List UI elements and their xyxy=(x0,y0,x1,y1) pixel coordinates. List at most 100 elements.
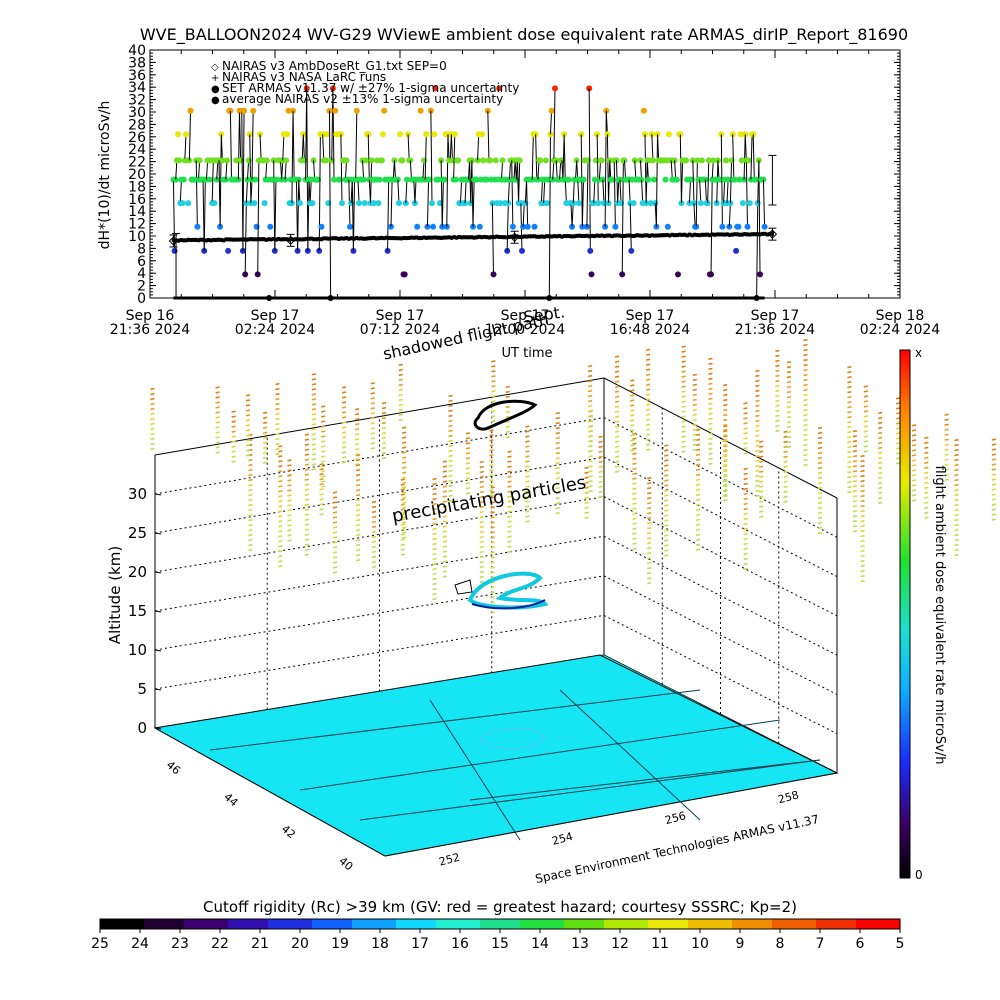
dose-column-dash xyxy=(442,550,447,553)
dose-column-dash xyxy=(664,469,669,472)
nairas-average-point xyxy=(725,232,729,237)
dose-column-dash xyxy=(311,438,316,441)
nairas-average-point xyxy=(565,234,569,239)
dose-column-dash xyxy=(432,527,437,531)
rigidity-tick-label: 8 xyxy=(776,936,785,952)
dose-column-dash xyxy=(991,438,996,441)
dose-column-dash xyxy=(442,525,447,528)
rigidity-color-cell xyxy=(628,919,633,929)
series-line xyxy=(184,134,187,161)
armas-point xyxy=(628,247,635,254)
altitude-gridline xyxy=(154,417,605,495)
armas-point xyxy=(250,107,257,114)
rigidity-color-cell xyxy=(128,919,133,929)
rigidity-color-cell xyxy=(896,919,901,929)
dose-column-dash xyxy=(150,402,155,406)
armas-point xyxy=(746,200,753,207)
dose-column-dash xyxy=(245,449,251,452)
dose-column-dash xyxy=(479,515,484,519)
dose-column-dash xyxy=(817,481,823,485)
dose-column-dash xyxy=(895,432,901,435)
boundary-line xyxy=(429,699,521,841)
nairas-average-point xyxy=(627,233,632,238)
armas-point xyxy=(244,176,251,183)
dose-column-dash xyxy=(878,461,883,465)
dose-column-dash xyxy=(505,410,510,414)
boundary-line xyxy=(209,689,701,751)
dose-column-dash xyxy=(555,496,560,500)
dose-column-dash xyxy=(321,470,326,473)
nairas-average-point xyxy=(582,234,586,238)
dose-column-dash xyxy=(991,478,996,481)
series-line xyxy=(699,179,702,204)
boundary-line xyxy=(559,689,701,821)
dose-column-dash xyxy=(803,438,808,442)
dose-column-dash xyxy=(878,486,883,490)
dose-column-dash xyxy=(370,392,375,395)
dose-column-dash xyxy=(319,478,324,481)
series-line xyxy=(657,134,660,161)
x-tick-label: Sep 16 xyxy=(126,308,175,324)
nairas-average-point xyxy=(204,238,208,243)
dose-column-dash xyxy=(645,418,651,421)
dose-column-dash xyxy=(587,369,593,373)
dose-column-dash xyxy=(786,420,792,424)
nairas-average-point xyxy=(274,237,278,242)
nairas-average-point xyxy=(653,233,657,238)
series-line xyxy=(619,179,622,204)
dose-column-dash xyxy=(584,491,589,494)
rigidity-tick-label: 22 xyxy=(211,936,229,952)
dose-column-dash xyxy=(632,487,637,490)
rigidity-color-cell xyxy=(416,919,421,929)
dose-column-dash xyxy=(354,413,360,416)
dose-column-dash xyxy=(355,483,361,487)
y-tick-label: 8 xyxy=(137,241,146,257)
dose-column-dash xyxy=(442,505,447,508)
dose-column-dash xyxy=(954,548,959,552)
rigidity-color-cell xyxy=(696,919,701,929)
nairas-average-point xyxy=(414,235,419,240)
rigidity-color-cell xyxy=(616,919,621,929)
dose-column-dash xyxy=(584,486,589,489)
armas-point xyxy=(331,176,337,183)
rigidity-color-cell xyxy=(568,919,573,929)
series-line xyxy=(634,160,637,180)
dose-column-dash xyxy=(507,490,512,493)
dose-column-dash xyxy=(911,429,917,432)
nairas-average-point xyxy=(397,236,401,241)
dose-column-dash xyxy=(647,486,652,490)
rigidity-color-cell xyxy=(716,919,721,929)
rigidity-color-cell xyxy=(220,919,225,929)
dose-column-dash xyxy=(332,536,338,539)
dose-column-dash xyxy=(598,470,603,474)
rigidity-color-cell xyxy=(828,919,833,929)
dose-column-dash xyxy=(645,373,651,376)
longitude-tick-label: 254 xyxy=(551,830,575,848)
dose-column-dash xyxy=(664,454,669,457)
dose-column-dash xyxy=(954,458,959,462)
series-line xyxy=(704,179,707,204)
dose-column-dash xyxy=(400,478,405,481)
dose-column-dash xyxy=(759,505,764,508)
dose-column-dash xyxy=(723,418,728,422)
dose-column-dash xyxy=(783,435,788,438)
nairas-average-point xyxy=(547,234,551,239)
armas-point xyxy=(337,131,344,138)
rigidity-color-cell xyxy=(136,919,141,929)
dose-column-dash xyxy=(304,503,310,506)
series-line xyxy=(693,203,696,227)
dose-column-dash xyxy=(630,419,635,422)
armas-point xyxy=(733,247,740,254)
dose-column-dash xyxy=(614,400,620,403)
rigidity-color-cell xyxy=(408,919,413,929)
rigidity-tick-label: 20 xyxy=(291,936,309,952)
armas-point xyxy=(196,157,203,164)
nairas-average-point xyxy=(329,236,333,241)
series-line xyxy=(572,179,575,204)
rigidity-color-cell xyxy=(288,919,293,929)
dose-column-dash xyxy=(442,460,447,463)
series-line xyxy=(246,160,250,180)
dose-column-dash xyxy=(723,435,728,438)
dose-column-dash xyxy=(150,397,155,401)
dose-column-dash xyxy=(924,501,929,505)
